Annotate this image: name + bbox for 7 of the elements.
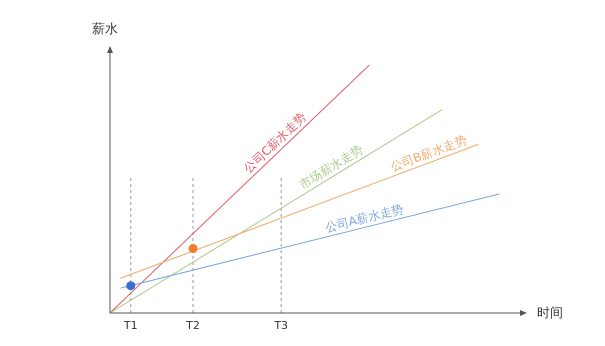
text: 公司B薪水走势 [388, 132, 469, 174]
x-tick-label: T2 [185, 318, 200, 332]
x-tick-label: T3 [273, 318, 288, 332]
x-tick-label: T1 [122, 318, 138, 332]
y-axis-title: 薪水 [92, 21, 118, 38]
x-axis-title: 时间 [537, 305, 563, 322]
text: 公司A薪水走势 [324, 202, 405, 235]
